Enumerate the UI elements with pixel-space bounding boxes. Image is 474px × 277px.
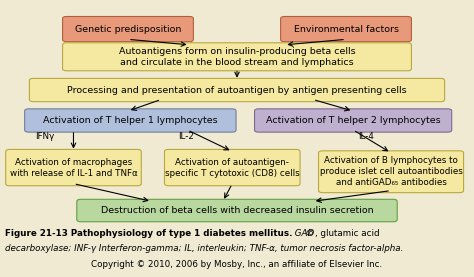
Text: decarboxylase; INF-γ Interferon-gamma; IL, interleukin; TNF-α, tumor necrosis fa: decarboxylase; INF-γ Interferon-gamma; I… [5, 244, 403, 253]
FancyBboxPatch shape [255, 109, 452, 132]
Text: Activation of T helper 1 lymphocytes: Activation of T helper 1 lymphocytes [43, 116, 218, 125]
FancyBboxPatch shape [281, 16, 411, 42]
Text: , glutamic acid: , glutamic acid [315, 229, 380, 237]
Text: IL-4: IL-4 [358, 132, 374, 141]
FancyBboxPatch shape [164, 149, 300, 186]
Text: Copyright © 2010, 2006 by Mosby, Inc., an affiliate of Elsevier Inc.: Copyright © 2010, 2006 by Mosby, Inc., a… [91, 260, 383, 269]
FancyBboxPatch shape [63, 43, 411, 71]
FancyBboxPatch shape [63, 16, 193, 42]
FancyBboxPatch shape [29, 78, 445, 102]
Text: Processing and presentation of autoantigen by antigen presenting cells: Processing and presentation of autoantig… [67, 86, 407, 94]
Text: Activation of autoantigen-
specific T cytotoxic (CD8) cells: Activation of autoantigen- specific T cy… [165, 158, 300, 178]
Text: Activation of macrophages
with release of IL-1 and TNFα: Activation of macrophages with release o… [9, 158, 137, 178]
Text: Environmental factors: Environmental factors [293, 25, 399, 34]
Text: Genetic predisposition: Genetic predisposition [75, 25, 181, 34]
FancyBboxPatch shape [6, 149, 141, 186]
Text: Autoantigens form on insulin-producing beta cells
and circulate in the blood str: Autoantigens form on insulin-producing b… [118, 47, 356, 67]
Text: Activation of B lymphocytes to
produce islet cell autoantibodies
and antiGAD₆₅ a: Activation of B lymphocytes to produce i… [319, 156, 463, 187]
Text: GAD: GAD [292, 229, 314, 237]
Text: IL-2: IL-2 [178, 132, 193, 141]
Text: Figure 21-13 Pathophysiology of type 1 diabetes mellitus.: Figure 21-13 Pathophysiology of type 1 d… [5, 229, 292, 237]
FancyBboxPatch shape [25, 109, 236, 132]
Text: 65: 65 [306, 230, 314, 236]
Text: Destruction of beta cells with decreased insulin secretion: Destruction of beta cells with decreased… [100, 206, 374, 215]
Text: IFNγ: IFNγ [36, 132, 55, 141]
FancyBboxPatch shape [77, 199, 397, 222]
FancyBboxPatch shape [319, 151, 464, 193]
Text: Activation of T helper 2 lymphocytes: Activation of T helper 2 lymphocytes [266, 116, 440, 125]
